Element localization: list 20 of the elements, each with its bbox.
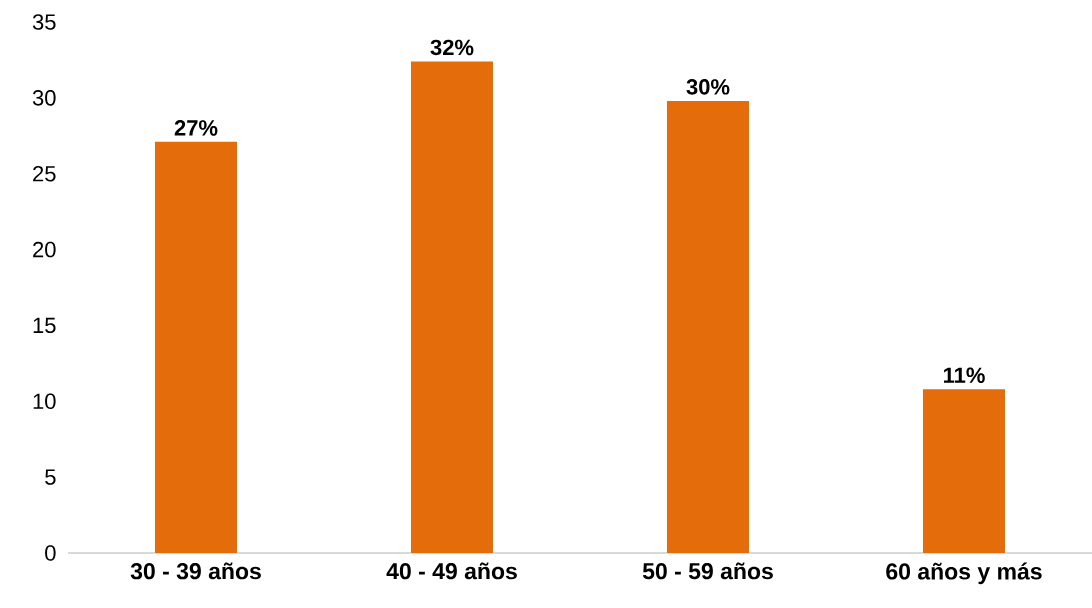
y-tick-label: 20 bbox=[33, 241, 56, 258]
data-label: 27% bbox=[174, 120, 218, 136]
x-tick-label: 50 - 59 años bbox=[642, 562, 773, 580]
bar bbox=[155, 141, 237, 553]
bar bbox=[411, 61, 493, 553]
x-tick-label: 40 - 49 años bbox=[386, 562, 517, 580]
y-tick-label: 5 bbox=[45, 469, 56, 485]
data-label: 11% bbox=[943, 367, 985, 383]
y-tick-label: 10 bbox=[33, 393, 56, 410]
y-tick-label: 0 bbox=[45, 545, 56, 561]
y-tick-label: 35 bbox=[32, 14, 56, 30]
y-tick-label: 15 bbox=[33, 317, 56, 334]
data-label: 32% bbox=[430, 39, 474, 56]
data-label: 30% bbox=[686, 79, 730, 95]
y-tick-label: 25 bbox=[33, 165, 56, 182]
x-tick-label: 30 - 39 años bbox=[130, 562, 261, 580]
x-tick-label: 60 años y más bbox=[886, 562, 1042, 585]
bar bbox=[667, 100, 749, 553]
y-tick-label: 30 bbox=[32, 90, 56, 106]
bar bbox=[923, 389, 1005, 553]
